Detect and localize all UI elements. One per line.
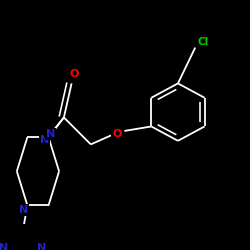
Text: N: N <box>40 135 49 145</box>
Text: N: N <box>19 205 28 215</box>
Text: N: N <box>0 244 8 250</box>
Text: O: O <box>70 70 79 80</box>
Text: Cl: Cl <box>197 37 208 47</box>
Text: N: N <box>46 129 55 139</box>
Text: N: N <box>37 244 46 250</box>
Text: O: O <box>112 129 122 139</box>
